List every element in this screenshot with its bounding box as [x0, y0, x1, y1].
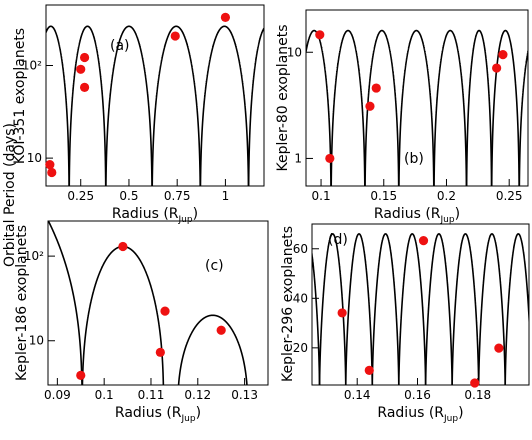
data-point [364, 365, 374, 375]
panel-label: (b) [404, 151, 424, 167]
chart-panel-d: 0.14 0.16 0.18 20 40 60 (d) Kepler-296 exoplane… [280, 223, 530, 424]
y-tick-label: 40 [293, 291, 308, 305]
model-curve-arch [306, 29, 332, 186]
model-curve-arch [465, 29, 493, 186]
model-curve-arch [344, 233, 374, 385]
y-tick-label: 1 [294, 151, 302, 165]
x-tick-label: 0.2 [437, 189, 456, 203]
x-tick-label: 0.13 [231, 388, 258, 402]
x-axis-title: Radius (RJup) [115, 405, 201, 424]
model-curve-arch [46, 25, 70, 186]
y-tick-label: 10 [287, 45, 302, 59]
model-curve-arch [477, 233, 506, 385]
data-point [494, 343, 504, 353]
model-curve-arch [398, 233, 427, 385]
data-point [79, 82, 90, 93]
x-tick-label: 0.25 [496, 189, 523, 203]
x-tick-label: 0.75 [164, 189, 191, 203]
data-point [337, 308, 347, 318]
x-tick-label: 0.18 [464, 388, 491, 402]
plot-frame [311, 223, 530, 386]
model-curve-arch [312, 249, 321, 385]
model-curve-arch [105, 25, 153, 186]
x-tick-label: 0.1 [312, 189, 331, 203]
model-curve-arch [433, 29, 468, 186]
data-point [47, 167, 57, 178]
x-tick-label: 0.12 [184, 388, 211, 402]
x-tick-label: 0.14 [344, 388, 371, 402]
data-point [76, 64, 86, 74]
data-point [220, 12, 231, 22]
model-curve-arch [318, 233, 347, 385]
y-tick-label: 10 [27, 151, 42, 165]
model-curve-arch [451, 233, 480, 385]
data-point [498, 50, 508, 60]
data-point [216, 325, 226, 335]
y-tick-label: 20 [293, 341, 308, 355]
plot-frame [47, 220, 269, 386]
model-curve-arch [364, 29, 400, 186]
y-axis-title: Kepler-186 exoplanets [14, 225, 30, 381]
model-curve-arch [177, 314, 248, 385]
x-axis-title: Radius (RJup) [377, 405, 463, 424]
model-curve-arch [330, 29, 366, 186]
data-point [118, 241, 128, 252]
panel-label: (c) [205, 258, 224, 274]
x-tick-label: 0.25 [67, 189, 94, 203]
y-tick-label: 60 [293, 242, 308, 256]
x-axis-title: Radius (RJup) [112, 206, 198, 225]
model-curve-arch [68, 25, 107, 186]
data-point [170, 31, 180, 41]
model-curve-arch [504, 233, 529, 385]
model-curve-arch [490, 29, 520, 186]
y-tick-label: 10 [29, 334, 44, 348]
y-axis-title: Kepler-296 exoplanets [280, 226, 296, 382]
model-curve-arch [81, 245, 165, 385]
y-axis-title: Kepler-80 exoplanets [275, 24, 291, 171]
chart-panel-b: 0.1 0.15 0.2 0.25 1 10 (b) Kepler-80 exoplanets… [275, 9, 529, 225]
data-point [155, 347, 165, 357]
x-tick-label: 0.15 [370, 189, 397, 203]
plot-frame [45, 4, 265, 187]
chart-panels: 0.25 0.5 0.75 1 10 10² (a) KOI-351 exoplanets Ra… [12, 4, 530, 424]
chart-panel-a: 0.25 0.5 0.75 1 10 10² (a) KOI-351 exoplanets Ra… [12, 4, 265, 225]
chart-panel-c: 0.09 0.1 0.11 0.12 0.13 10 10² (c) Kepler-186 ex… [14, 220, 269, 424]
data-point [470, 378, 480, 388]
x-tick-label: 0.5 [119, 189, 138, 203]
model-curve-arch [199, 25, 250, 186]
y-axis-title: KOI-351 exoplanets [12, 28, 28, 164]
model-curve-arch [518, 47, 528, 186]
y-tick-label: 10² [22, 58, 42, 72]
panel-label: (d) [328, 232, 348, 248]
shared-y-axis-title: Orbital Period (days) [2, 123, 18, 267]
data-point [365, 101, 375, 111]
x-axis-title: Radius (RJup) [374, 206, 460, 225]
y-tick-label: 10² [24, 249, 44, 263]
data-point [418, 235, 429, 246]
x-tick-label: 0.11 [138, 388, 165, 402]
panel-label: (a) [110, 38, 130, 54]
model-curve-arch [371, 233, 400, 385]
plot-frame [305, 9, 529, 187]
model-curve-arch [151, 25, 202, 186]
data-point [45, 160, 55, 170]
data-point [325, 153, 335, 164]
x-tick-label: 0.1 [95, 388, 114, 402]
data-point [160, 306, 170, 316]
model-curve-arch [398, 29, 435, 186]
data-point [315, 30, 325, 40]
x-tick-label: 0.16 [404, 388, 431, 402]
data-point [79, 52, 90, 63]
data-point [492, 63, 502, 73]
model-curve-arch [247, 27, 264, 186]
x-tick-label: 1 [222, 189, 230, 203]
x-tick-label: 0.09 [44, 388, 71, 402]
data-point [371, 83, 381, 93]
model-curve-arch [424, 233, 453, 385]
data-point [76, 370, 86, 380]
